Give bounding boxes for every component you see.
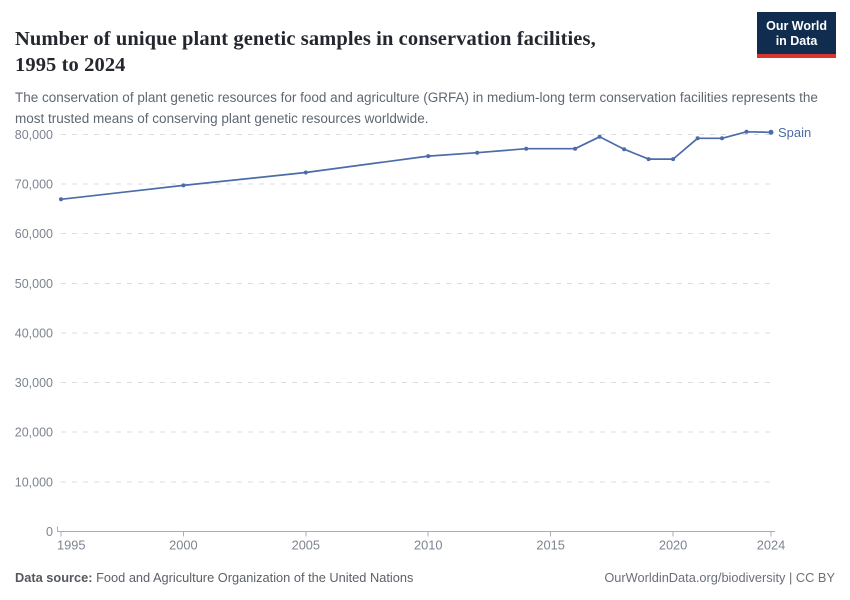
y-tick-label: 40,000 [15, 326, 53, 340]
data-point-2022[interactable] [720, 136, 724, 141]
data-source-label: Data source: [15, 570, 93, 585]
y-tick-label: 50,000 [15, 277, 53, 291]
y-tick-label: 0 [46, 525, 53, 539]
y-tick-label: 30,000 [15, 376, 53, 390]
credit-link[interactable]: OurWorldinData.org/biodiversity | CC BY [604, 570, 835, 585]
page-title: Number of unique plant genetic samples i… [15, 26, 760, 78]
y-tick-label: 60,000 [15, 227, 53, 241]
data-point-1995[interactable] [59, 197, 63, 202]
y-tick-label: 80,000 [15, 128, 53, 142]
x-tick-label: 2005 [292, 538, 320, 553]
data-point-2020[interactable] [671, 157, 676, 162]
owid-logo[interactable]: Our World in Data [757, 12, 836, 58]
x-tick-label: 2020 [659, 538, 687, 553]
owid-logo-line2: in Data [775, 34, 818, 48]
data-point-2014[interactable] [524, 146, 529, 151]
page-title-line2: 1995 to 2024 [15, 53, 126, 76]
x-tick-label: 1995 [57, 538, 85, 553]
chart-subtitle: The conservation of plant genetic resour… [15, 89, 818, 126]
data-point-2010[interactable] [426, 154, 431, 159]
data-point-2017[interactable] [597, 134, 602, 139]
data-point-2005[interactable] [303, 170, 308, 175]
x-tick-label: 2015 [536, 538, 564, 553]
data-point-2000[interactable] [181, 183, 186, 188]
data-source-value: Food and Agriculture Organization of the… [96, 570, 414, 585]
data-point-2024[interactable] [768, 129, 774, 135]
y-tick-label: 70,000 [15, 177, 53, 191]
data-point-2023[interactable] [744, 129, 749, 134]
series-label-spain[interactable]: Spain [778, 125, 811, 140]
y-tick-label: 10,000 [15, 475, 53, 489]
x-tick-label: 2024 [757, 538, 785, 553]
data-point-2021[interactable] [695, 136, 700, 141]
series-line-spain [60, 130, 772, 201]
data-source-note: Data source: Food and Agriculture Organi… [15, 570, 413, 585]
data-point-2019[interactable] [646, 157, 651, 162]
x-tick-label: 2000 [169, 538, 197, 553]
x-tick-label: 2010 [414, 538, 442, 553]
data-point-2012[interactable] [475, 150, 480, 155]
page-title-line1: Number of unique plant genetic samples i… [15, 27, 596, 50]
owid-logo-line1: Our World [766, 19, 827, 33]
data-point-2016[interactable] [573, 146, 578, 151]
data-point-2018[interactable] [622, 147, 627, 152]
y-tick-label: 20,000 [15, 426, 53, 440]
